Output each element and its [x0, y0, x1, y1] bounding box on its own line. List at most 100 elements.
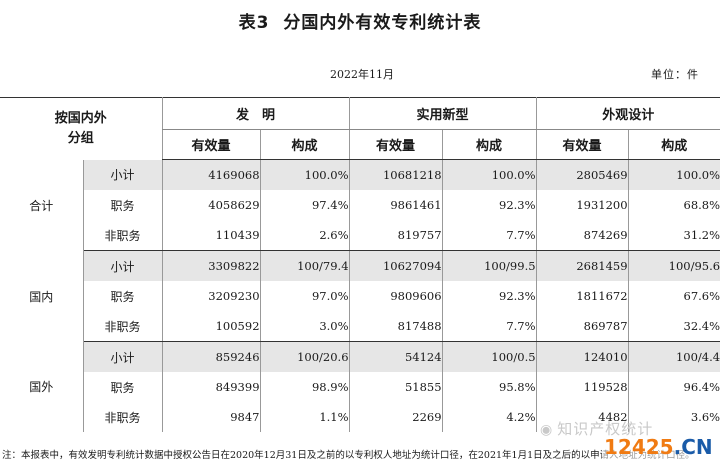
- table-row: 国内 小计 3309822 100/79.4 10627094 100/99.5…: [0, 250, 720, 342]
- unit-label: 单位：件: [651, 68, 699, 81]
- table-cell: 10681218: [348, 159, 443, 190]
- table-cell: 100/20.6: [259, 341, 350, 372]
- table-cell: 3309822: [161, 250, 261, 281]
- row-label: 小计: [83, 341, 163, 372]
- table-cell: 7.7%: [441, 311, 537, 342]
- table-cell: 3209230: [161, 281, 261, 311]
- table-cell: 54124: [348, 341, 443, 372]
- table-cell: 95.8%: [441, 372, 537, 402]
- table-cell: 9809606: [348, 281, 443, 311]
- table-cell: 869787: [535, 311, 629, 342]
- table-cell: 92.3%: [441, 281, 537, 311]
- site-logo: 12425.CN: [602, 435, 715, 459]
- table-cell: 100/4.4: [627, 341, 720, 372]
- group-header-utility-model: 实用新型: [348, 97, 537, 130]
- table-cell: 68.8%: [627, 190, 720, 220]
- table-row: 合计 小计 4169068 100.0% 10681218 100.0% 280…: [0, 159, 720, 251]
- table-cell: 31.2%: [627, 220, 720, 251]
- row-label: 非职务: [104, 410, 141, 425]
- table-cell: 97.4%: [259, 190, 350, 220]
- table-title-text: 分国内外有效专利统计表: [283, 13, 482, 33]
- row-label: 非职务: [83, 220, 163, 251]
- group-label-total: 合计: [0, 159, 84, 251]
- table-row: 非职务 100592 3.0% 817488 7.7% 869787 32.4%: [0, 311, 720, 342]
- table-cell: 9847: [161, 402, 261, 432]
- row-label: 职务: [110, 198, 135, 213]
- table-cell: 110439: [161, 220, 261, 251]
- row-group-header-line1: 按国内外: [54, 110, 107, 126]
- table-cell: 9861461: [348, 190, 443, 220]
- table-cell: 1.1%: [259, 402, 350, 432]
- table-cell: 10627094: [348, 250, 443, 281]
- table-cell: 100.0%: [441, 159, 537, 190]
- col-header-utility-share: 构成: [441, 129, 537, 160]
- table-cell: 1931200: [535, 190, 629, 220]
- table-cell: 817488: [348, 311, 443, 342]
- table-cell: 3.6%: [627, 402, 720, 432]
- table-cell: 100/79.4: [259, 250, 350, 281]
- table-cell: 100/99.5: [441, 250, 537, 281]
- table-row: 职务 4058629 97.4% 9861461 92.3% 1931200 6…: [0, 190, 720, 220]
- footnote: 注：本报表中，有效发明专利统计数据中授权公告日在2020年12月31日及之前的以…: [2, 450, 695, 461]
- col-header-design-share: 构成: [627, 129, 720, 160]
- table-cell: 124010: [535, 341, 629, 372]
- group-label-domestic: 国内: [0, 250, 84, 342]
- patent-stats-table: 按国内外 分组 发 明 实用新型 外观设计 有效量 构成 有效量 构成 有效量 …: [0, 97, 720, 432]
- table-title: 表3 分国内外有效专利统计表: [0, 8, 720, 33]
- row-label: 小计: [83, 250, 163, 281]
- table-row: 非职务 9847 1.1% 2269 4.2% 4482 3.6%: [0, 402, 720, 432]
- table-cell: 92.3%: [441, 190, 537, 220]
- row-label: 小计: [83, 159, 163, 190]
- table-cell: 2805469: [535, 159, 629, 190]
- group-label-foreign: 国外: [0, 341, 84, 432]
- table-cell: 7.7%: [441, 220, 537, 251]
- col-header-utility-count: 有效量: [348, 129, 443, 160]
- table-cell: 4.2%: [441, 402, 537, 432]
- table-cell: 859246: [161, 341, 261, 372]
- logo-domain: .CN: [673, 435, 713, 459]
- table-cell: 119528: [535, 372, 629, 402]
- table-cell: 100592: [161, 311, 261, 342]
- watermark: ◉ 知识产权统计: [540, 418, 653, 439]
- group-header-invention: 发 明: [161, 97, 350, 130]
- table-number: 表3: [238, 13, 270, 33]
- table-cell: 2269: [348, 402, 443, 432]
- table-cell: 32.4%: [627, 311, 720, 342]
- table-row: 职务 849399 98.9% 51855 95.8% 119528 96.4%: [0, 372, 720, 402]
- table-cell: 98.9%: [259, 372, 350, 402]
- table-cell: 51855: [348, 372, 443, 402]
- table-cell: 1811672: [535, 281, 629, 311]
- table-row: 职务 3209230 97.0% 9809606 92.3% 1811672 6…: [0, 281, 720, 311]
- col-header-design-count: 有效量: [535, 129, 629, 160]
- group-header-design: 外观设计: [535, 97, 720, 130]
- table-cell: 100/0.5: [441, 341, 537, 372]
- wechat-icon: ◉: [540, 422, 554, 438]
- row-label: 职务: [110, 380, 135, 395]
- table-cell: 2681459: [535, 250, 629, 281]
- table-cell: 819757: [348, 220, 443, 251]
- watermark-text: 知识产权统计: [557, 420, 654, 438]
- row-label: 非职务: [83, 311, 163, 342]
- col-header-invention-count: 有效量: [161, 129, 261, 160]
- table-cell: 874269: [535, 220, 629, 251]
- row-label: 职务: [110, 289, 135, 304]
- report-date: 2022年11月: [330, 68, 394, 81]
- row-group-header-line2: 分组: [67, 130, 94, 146]
- logo-number: 12425: [604, 435, 674, 459]
- table-row: 国外 小计 859246 100/20.6 54124 100/0.5 1240…: [0, 341, 720, 432]
- table-cell: 4482: [535, 402, 629, 432]
- table-cell: 67.6%: [627, 281, 720, 311]
- col-header-invention-share: 构成: [259, 129, 350, 160]
- table-cell: 4058629: [161, 190, 261, 220]
- table-cell: 100.0%: [259, 159, 350, 190]
- table-row: 非职务 110439 2.6% 819757 7.7% 874269 31.2%: [0, 220, 720, 251]
- table-cell: 3.0%: [259, 311, 350, 342]
- table-cell: 100.0%: [627, 159, 720, 190]
- table-cell: 4169068: [161, 159, 261, 190]
- table-cell: 2.6%: [259, 220, 350, 251]
- table-cell: 96.4%: [627, 372, 720, 402]
- table-cell: 100/95.6: [627, 250, 720, 281]
- table-cell: 97.0%: [259, 281, 350, 311]
- table-cell: 849399: [161, 372, 261, 402]
- row-group-header: 按国内外 分组: [0, 98, 162, 160]
